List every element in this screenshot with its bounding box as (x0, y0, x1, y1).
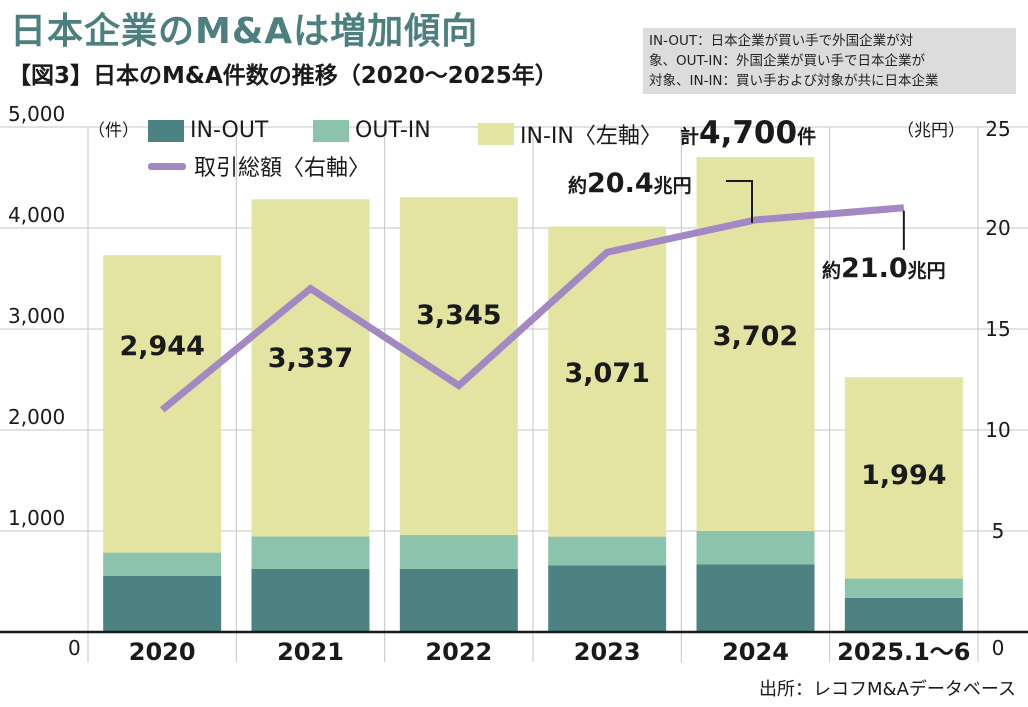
y-tick-label-left: 4,000 (8, 203, 65, 227)
bar-segment-in-out (399, 568, 518, 632)
y-tick-label-left: 1,000 (8, 506, 65, 530)
legend-item-in-in: IN-IN〈左軸〉 (478, 118, 662, 150)
legend-label: 取引総額〈右軸〉 (194, 156, 371, 181)
x-tick-label: 2024 (722, 638, 789, 666)
headline: 日本企業のM&Aは増加傾向 (10, 11, 479, 52)
y-tick-label-right: 5 (992, 519, 1005, 543)
y-tick-label-right: 20 (985, 216, 1010, 240)
bar-segment-in-in (844, 377, 963, 579)
bar-segment-out-in (399, 535, 518, 569)
source-note: 出所：レコフM&Aデータベース (759, 679, 1016, 700)
y-tick-label-left: 3,000 (8, 304, 65, 328)
legend-label: OUT-IN (355, 118, 431, 143)
y-tick-label-right: 25 (985, 117, 1010, 141)
bar-segment-in-out (548, 565, 667, 632)
y-tick-label-right: 10 (985, 418, 1010, 442)
bar-segment-in-out (103, 575, 222, 632)
legend-label: IN-OUT (190, 118, 269, 143)
y-tick-label-left: 0 (68, 636, 81, 660)
y-axis-unit-right: （兆円） (897, 121, 965, 141)
bar-segment-out-in (103, 552, 222, 576)
data-label: 3,071 (564, 358, 649, 389)
legend-item-out-in: OUT-IN (313, 118, 431, 143)
data-label: 2,944 (119, 331, 204, 362)
y-tick-label-right: 0 (992, 636, 1005, 660)
value-annotation-2024: 約20.4兆円 (568, 168, 692, 199)
legend-swatch-in-out (148, 119, 184, 142)
y-tick-label-right: 15 (985, 317, 1010, 341)
data-label: 1,994 (861, 460, 946, 491)
data-label: 3,345 (416, 300, 501, 331)
legend-label: IN-IN〈左軸〉 (520, 124, 662, 149)
data-label: 3,337 (268, 343, 353, 374)
x-tick-label: 2023 (574, 638, 641, 666)
legend-swatch-in-in (478, 123, 514, 145)
value-annotation-2025: 約21.0兆円 (822, 253, 946, 284)
y-axis-unit-left: （件） (88, 121, 139, 141)
bar-segment-in-in (251, 199, 370, 537)
definition-note: IN-OUT：日本企業が買い手で外国企業が対 象、OUT-IN：外国企業が買い手… (643, 28, 1016, 94)
chart-subtitle: 【図3】日本のM&A件数の推移（2020〜2025年） (8, 63, 558, 89)
bar-segment-in-out (251, 568, 370, 632)
note-line: 象、OUT-IN：外国企業が買い手で日本企業が (649, 53, 925, 69)
data-label: 3,702 (713, 321, 798, 352)
total-value-line (159, 204, 905, 413)
x-tick-label: 2021 (277, 638, 344, 666)
bar-segment-out-in (548, 536, 667, 566)
bar-segment-in-out (844, 597, 963, 632)
bar-segment-out-in (844, 578, 963, 598)
note-line: 対象、IN-IN：買い手および対象が共に日本企業 (649, 73, 939, 89)
x-tick-label: 2020 (129, 638, 196, 666)
bar-segment-in-in (103, 255, 222, 553)
bar-segment-in-in (399, 197, 518, 536)
note-line: IN-OUT：日本企業が買い手で外国企業が対 (649, 33, 914, 49)
bar-segment-out-in (251, 536, 370, 569)
bar-segment-in-out (696, 564, 815, 632)
legend-swatch-total-value (148, 162, 186, 170)
x-tick-label: 2022 (425, 638, 492, 666)
y-tick-label-left: 2,000 (8, 405, 65, 429)
legend-swatch-out-in (313, 119, 349, 142)
legend-item-total-value: 取引総額〈右軸〉 (148, 150, 370, 182)
total-annotation: 計4,700件 (680, 115, 816, 151)
x-tick-label: 2025.1〜6 (837, 638, 970, 666)
y-tick-label-left: 5,000 (8, 102, 65, 126)
legend-item-in-out: IN-OUT (148, 118, 268, 143)
leader-line (726, 180, 753, 223)
bar-segment-out-in (696, 531, 815, 565)
bar-segment-in-in (548, 226, 667, 537)
